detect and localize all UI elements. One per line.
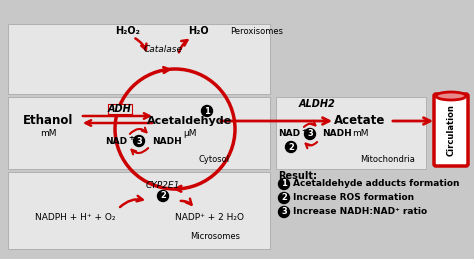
Circle shape: [285, 141, 297, 153]
Text: +: +: [301, 128, 307, 134]
Ellipse shape: [436, 92, 466, 100]
Text: Result:: Result:: [278, 171, 317, 181]
FancyBboxPatch shape: [8, 172, 270, 249]
FancyBboxPatch shape: [276, 97, 426, 169]
Text: μM: μM: [183, 128, 197, 138]
Circle shape: [134, 135, 145, 147]
Circle shape: [304, 128, 316, 140]
Text: +: +: [128, 135, 134, 141]
Text: Acetate: Acetate: [334, 114, 386, 127]
Text: 2: 2: [160, 191, 166, 200]
Text: 3: 3: [307, 130, 313, 139]
Circle shape: [157, 191, 168, 202]
Text: NADH: NADH: [152, 136, 182, 146]
Text: NADPH + H⁺ + O₂: NADPH + H⁺ + O₂: [35, 212, 115, 221]
Text: mM: mM: [40, 128, 56, 138]
Text: ADH: ADH: [108, 104, 132, 114]
Text: ALDH2: ALDH2: [299, 99, 336, 109]
FancyBboxPatch shape: [8, 97, 270, 169]
Text: 2: 2: [281, 193, 287, 203]
Text: Acetaldehyde: Acetaldehyde: [147, 116, 233, 126]
Text: NAD: NAD: [278, 130, 300, 139]
Text: NAD: NAD: [105, 136, 127, 146]
Circle shape: [279, 192, 290, 204]
Text: 1: 1: [204, 106, 210, 116]
Circle shape: [279, 178, 290, 190]
Circle shape: [201, 105, 212, 117]
FancyBboxPatch shape: [434, 94, 468, 166]
Text: H₂O: H₂O: [188, 26, 208, 36]
Text: NADH: NADH: [322, 130, 352, 139]
Text: Microsomes: Microsomes: [190, 232, 240, 241]
Text: 1: 1: [281, 179, 287, 189]
Text: Cytosol: Cytosol: [199, 155, 230, 164]
Text: 2: 2: [288, 142, 294, 152]
Text: Circulation: Circulation: [447, 104, 456, 156]
Text: 3: 3: [281, 207, 287, 217]
Text: 3: 3: [136, 136, 142, 146]
Text: Catalase: Catalase: [144, 45, 182, 54]
Text: Increase ROS formation: Increase ROS formation: [293, 193, 414, 203]
Circle shape: [279, 206, 290, 218]
Text: Ethanol: Ethanol: [23, 114, 73, 127]
FancyBboxPatch shape: [8, 24, 270, 94]
Text: Increase NADH:NAD⁺ ratio: Increase NADH:NAD⁺ ratio: [293, 207, 427, 217]
Text: Acetaldehyde adducts formation: Acetaldehyde adducts formation: [293, 179, 459, 189]
Text: mM: mM: [352, 128, 368, 138]
Text: NADP⁺ + 2 H₂O: NADP⁺ + 2 H₂O: [175, 212, 245, 221]
Text: H₂O₂: H₂O₂: [116, 26, 140, 36]
Text: Peroxisomes: Peroxisomes: [230, 27, 283, 36]
Text: CYP2E1: CYP2E1: [146, 182, 180, 191]
Text: Mitochondria: Mitochondria: [360, 155, 415, 164]
